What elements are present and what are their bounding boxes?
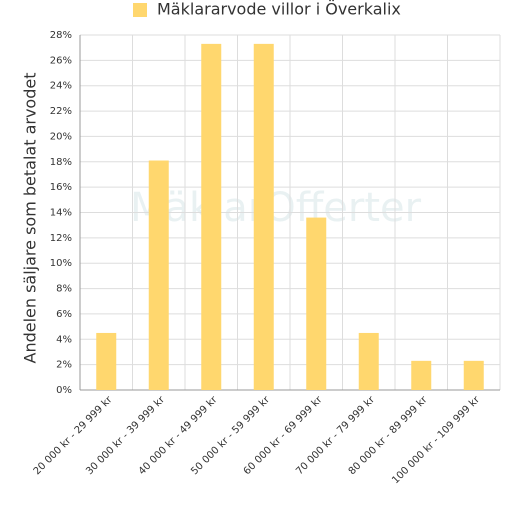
bar (306, 217, 327, 390)
watermark: MäklarOfferter (130, 185, 422, 231)
y-tick-label: 28% (50, 30, 72, 41)
bar (463, 360, 484, 390)
y-tick-label: 6% (56, 309, 72, 320)
y-tick-label: 16% (50, 182, 72, 193)
y-tick-label: 8% (56, 284, 72, 295)
y-tick-label: 0% (56, 385, 72, 396)
y-tick-label: 2% (56, 360, 72, 371)
y-axis-label: Andelen säljare som betalat arvodet (21, 73, 40, 364)
y-tick-label: 12% (50, 233, 72, 244)
legend-swatch (133, 3, 147, 17)
y-tick-label: 20% (50, 131, 72, 142)
y-tick-label: 26% (50, 55, 72, 66)
y-tick-label: 22% (50, 106, 72, 117)
bar (253, 43, 274, 390)
y-tick-label: 4% (56, 334, 72, 345)
y-tick-label: 24% (50, 81, 72, 92)
bar (201, 43, 222, 390)
y-tick-label: 14% (50, 208, 72, 219)
y-tick-label: 10% (50, 258, 72, 269)
bar (411, 360, 432, 390)
x-tick-label: 100 000 kr - 109 999 kr (390, 394, 482, 486)
bar (358, 332, 379, 390)
bar (96, 332, 117, 390)
bar (148, 160, 169, 390)
y-tick-label: 18% (50, 157, 72, 168)
legend-label: Mäklararvode villor i Överkalix (157, 0, 401, 19)
